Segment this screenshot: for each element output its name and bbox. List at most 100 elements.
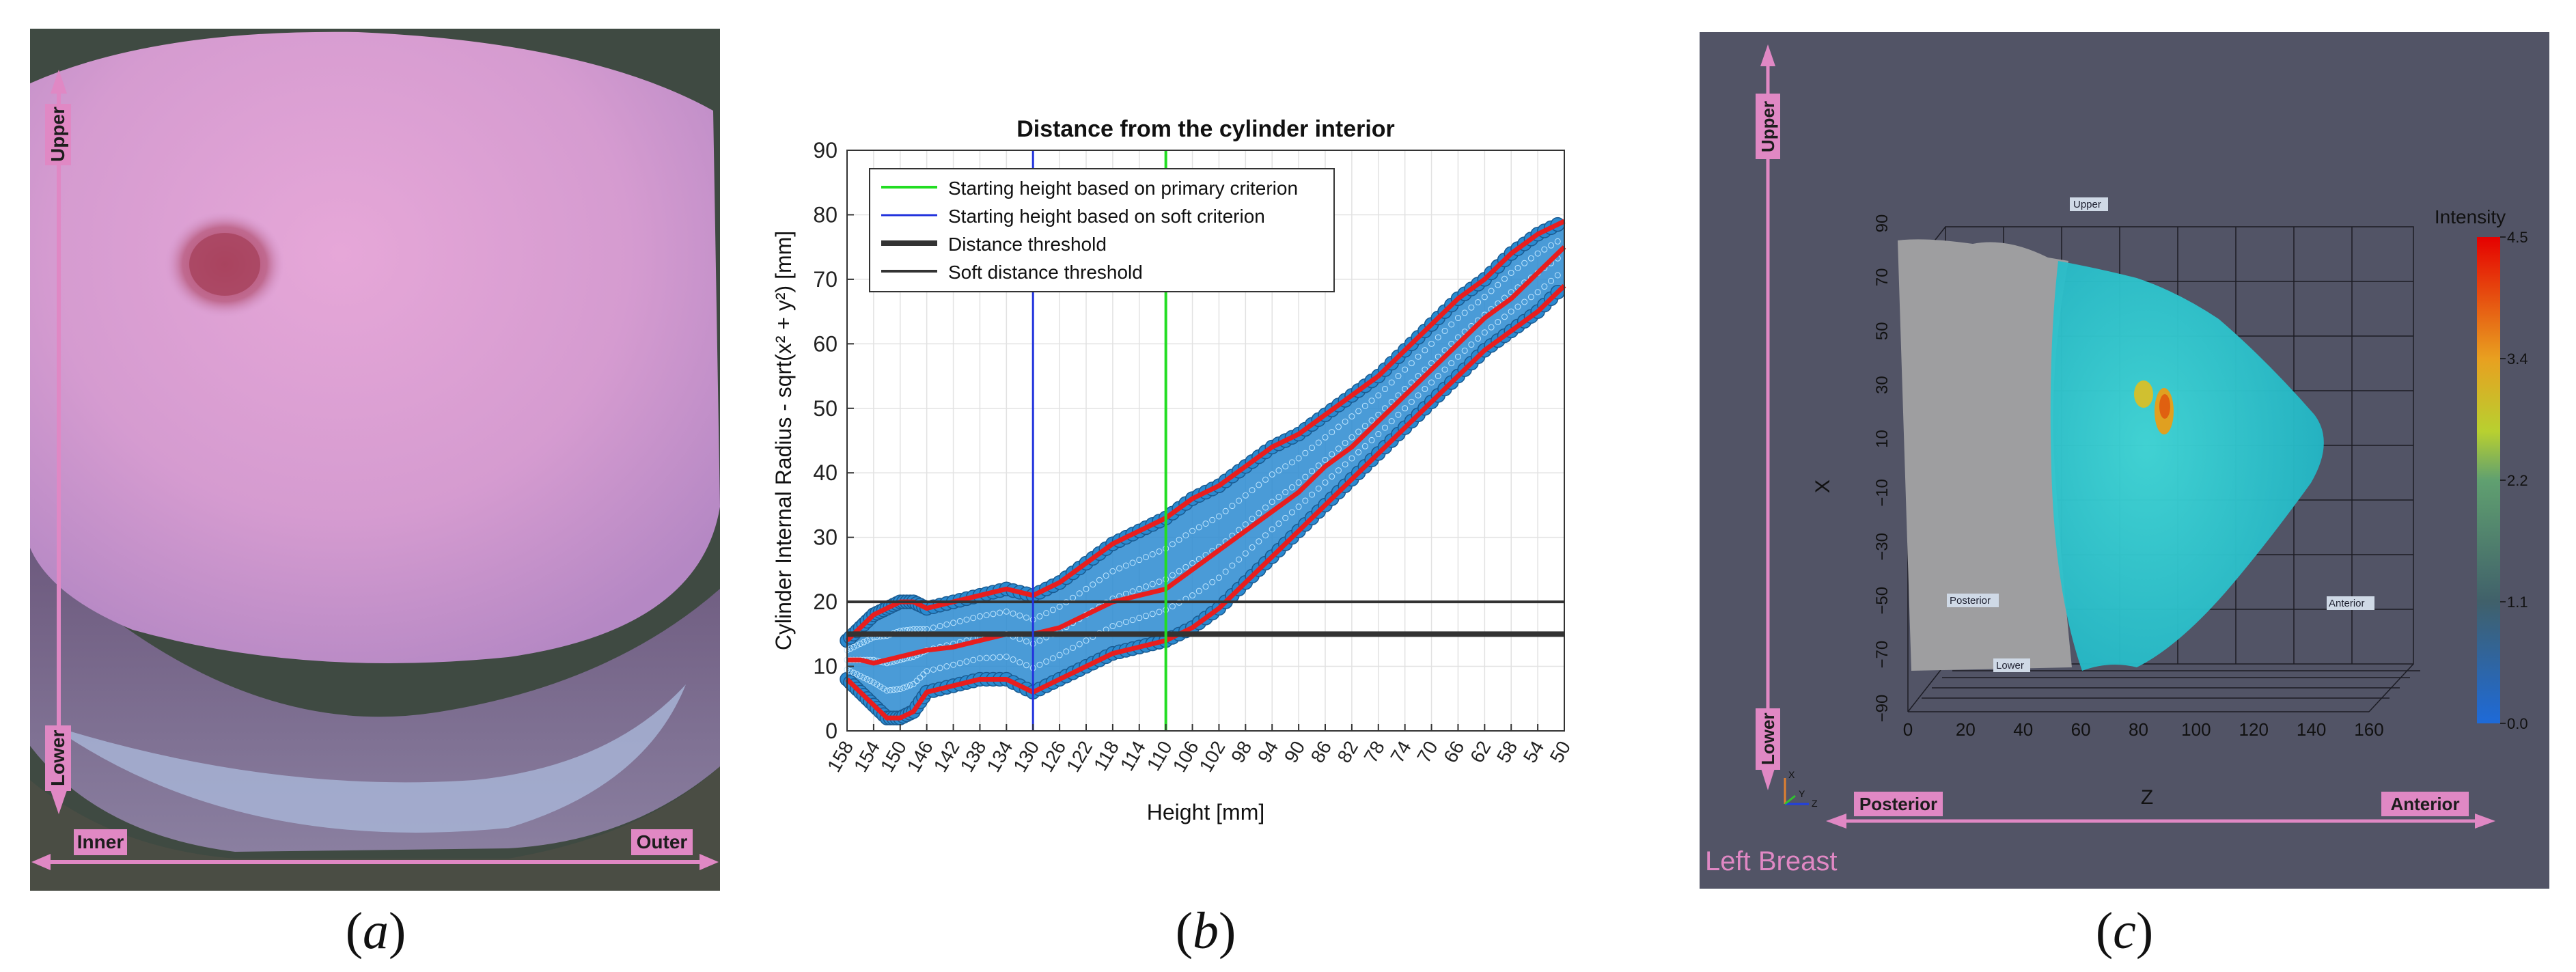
scatter-point-inner: [1202, 520, 1209, 527]
scatter-point-inner: [1521, 260, 1528, 266]
breast-volume: [2050, 261, 2324, 671]
scatter-point-inner: [863, 637, 870, 644]
scatter-point-inner: [1348, 413, 1355, 420]
scatter-point-inner: [1136, 585, 1143, 592]
y-tick-label: 0: [825, 719, 837, 743]
x-tick-label: 78: [1360, 738, 1389, 766]
scatter-point-inner: [860, 674, 867, 681]
legend-label-soft-threshold: Soft distance threshold: [948, 262, 1143, 283]
scatter-point-inner: [1269, 499, 1275, 505]
scatter-point-inner: [1295, 455, 1302, 462]
scatter-point-inner: [1315, 439, 1322, 446]
scatter-point-inner: [1514, 303, 1521, 310]
scatter-point-inner: [1342, 440, 1348, 447]
colorbar-tick-label: 1.1: [2507, 594, 2528, 611]
x-tick-label: 138: [956, 738, 990, 776]
x-tick-label: −10: [1873, 479, 1892, 507]
scatter-point-inner: [1156, 579, 1163, 585]
scatter-point-inner: [1222, 508, 1229, 514]
scene-label-lower: Lower: [1996, 660, 2024, 671]
scatter-point-inner: [1481, 294, 1488, 301]
scatter-point-inner: [1388, 379, 1395, 386]
scene-labels: Upper Posterior Lower Anterior: [1947, 197, 2374, 672]
scatter-point-inner: [1395, 392, 1402, 399]
down-arrowhead: [51, 790, 67, 814]
scatter-point-inner: [1361, 423, 1368, 430]
x-tick-label: 134: [982, 738, 1016, 776]
scatter-point-inner: [854, 642, 861, 649]
scatter-point-inner: [1468, 304, 1475, 311]
scatter-point-inner: [1481, 329, 1488, 336]
scatter-point-inner: [1448, 360, 1455, 367]
scatter-point-inner: [970, 615, 977, 622]
scatter-point-inner: [1189, 559, 1196, 566]
scatter-point-inner: [1428, 340, 1435, 347]
scatter-point-inner: [1049, 607, 1056, 613]
scatter-point-inner: [1514, 264, 1521, 271]
scatter-point-inner: [1256, 538, 1262, 545]
scatter-point-inner: [1461, 347, 1468, 354]
left-arrowhead: [31, 854, 51, 870]
scatter-point-inner: [863, 676, 870, 682]
scatter-point-inner: [1329, 451, 1335, 458]
scatter-point-inner: [1143, 554, 1149, 561]
scatter-point-inner: [1129, 559, 1136, 566]
z-tick-label: 100: [2181, 719, 2211, 740]
scatter-point-inner: [1454, 334, 1461, 341]
scatter-point-inner: [1454, 315, 1461, 322]
scatter-point-inner: [1116, 565, 1123, 572]
scatter-point-inner: [1448, 321, 1455, 328]
scatter-point-inner: [1149, 581, 1156, 587]
scatter-point-inner: [1375, 411, 1382, 418]
label-anterior: Anterior: [2381, 792, 2469, 816]
y-tick-label: 20: [813, 589, 837, 614]
scatter-point-inner: [1408, 379, 1415, 386]
scatter-point-inner: [937, 623, 943, 630]
scatter-point-inner: [1129, 617, 1136, 624]
scatter-point-inner: [1282, 463, 1289, 470]
x-tick-label: 110: [1143, 738, 1176, 775]
z-axis-title: Z: [2141, 786, 2153, 809]
scatter-point-inner: [1441, 347, 1448, 354]
data-band: [847, 221, 1564, 719]
x-tick-label: 86: [1307, 738, 1335, 766]
scatter-point-inner: [1049, 655, 1056, 662]
scatter-point-inner: [1182, 564, 1189, 570]
scatter-point-inner: [1169, 572, 1176, 579]
scatter-point-inner: [1269, 526, 1275, 533]
scatter-point-inner: [1448, 340, 1455, 347]
scatter-point-inner: [1076, 590, 1083, 597]
scatter-point-inner: [930, 624, 937, 631]
label-outer: Outer: [631, 829, 693, 855]
scatter-point-inner: [1202, 583, 1209, 590]
scatter-point-inner: [1249, 487, 1256, 494]
scatter-point-inner: [1309, 491, 1316, 498]
legend-box: [869, 168, 1335, 292]
scatter-point-inner: [1063, 648, 1070, 655]
panel-b-chart: Distance from the cylinder interior 158 1…: [758, 102, 1646, 854]
scatter-point-inner: [1554, 272, 1561, 279]
x-tick-label: 62: [1466, 738, 1495, 766]
scatter-point-inner: [1554, 238, 1561, 245]
scatter-point-inner: [1136, 557, 1143, 564]
x-axis-label: Height [mm]: [1147, 800, 1264, 824]
scatter-point-inner: [1527, 294, 1534, 301]
x-tick-label: 30: [1873, 376, 1892, 394]
scatter-point-inner: [894, 686, 900, 693]
scatter-point-inner: [963, 658, 970, 665]
x-tick-label: −70: [1873, 641, 1892, 669]
label-posterior: Posterior: [1854, 792, 1943, 816]
scatter-point-inner: [1003, 608, 1010, 615]
scatter-point-inner: [1495, 281, 1501, 288]
scatter-point-inner: [883, 687, 890, 694]
scatter-point-inner: [1382, 424, 1388, 431]
scatter-point-inner: [1441, 327, 1448, 334]
scatter-point-inner: [850, 669, 857, 676]
scatter-point-inner: [1534, 250, 1541, 257]
scatter-point-inner: [963, 616, 970, 623]
scatter-point-inner: [997, 654, 1003, 661]
left-arrowhead: [1826, 814, 1846, 829]
scatter-point-inner: [1355, 428, 1362, 435]
scatter-point-inner: [1348, 455, 1355, 462]
scatter-point-inner: [1342, 461, 1348, 468]
